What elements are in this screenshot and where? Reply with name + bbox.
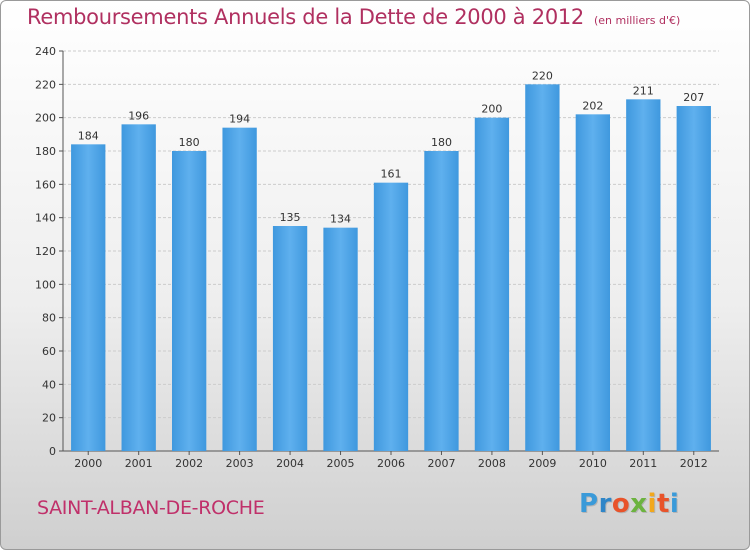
- logo-letter: r: [598, 489, 612, 519]
- title-text: Remboursements Annuels de la Dette de 20…: [27, 5, 584, 29]
- y-tick-label: 180: [35, 145, 56, 158]
- bar-value-label: 161: [381, 168, 402, 181]
- bar: [575, 114, 611, 451]
- bar-value-label: 194: [229, 113, 250, 126]
- x-tick-label: 2003: [226, 457, 254, 470]
- bar-value-label: 180: [179, 136, 200, 149]
- bar: [121, 124, 156, 451]
- bar: [676, 106, 711, 451]
- bar-value-label: 211: [633, 84, 654, 97]
- x-tick-label: 2002: [175, 457, 203, 470]
- bar: [171, 151, 207, 451]
- x-tick-label: 2006: [377, 457, 405, 470]
- bar-value-label: 135: [280, 211, 301, 224]
- bar: [424, 151, 459, 451]
- y-tick-label: 240: [35, 45, 56, 58]
- y-tick-label: 160: [35, 178, 56, 191]
- bar: [626, 99, 661, 451]
- bar: [272, 226, 308, 451]
- x-tick-label: 2011: [629, 457, 657, 470]
- bar: [373, 182, 409, 451]
- chart-title: Remboursements Annuels de la Dette de 20…: [27, 5, 680, 29]
- unit-label: (en milliers d'€): [594, 14, 681, 27]
- y-tick-label: 60: [42, 345, 56, 358]
- x-tick-label: 2010: [579, 457, 607, 470]
- bar-value-label: 207: [683, 91, 704, 104]
- y-tick-label: 80: [42, 312, 56, 325]
- logo-letter: t: [656, 489, 670, 519]
- bar: [474, 117, 510, 452]
- bar: [71, 144, 106, 452]
- bar: [525, 84, 560, 451]
- x-tick-label: 2004: [276, 457, 304, 470]
- bar-value-label: 134: [330, 213, 351, 226]
- y-tick-label: 40: [42, 378, 56, 391]
- y-tick-label: 140: [35, 212, 56, 225]
- bar: [222, 127, 257, 452]
- bar-value-label: 202: [582, 99, 603, 112]
- bar-value-label: 220: [532, 69, 553, 82]
- y-tick-label: 100: [35, 278, 56, 291]
- bar-value-label: 184: [78, 129, 99, 142]
- x-tick-label: 2012: [680, 457, 708, 470]
- y-tick-label: 200: [35, 112, 56, 125]
- logo-letter: x: [630, 489, 648, 519]
- logo-letter: i: [669, 489, 680, 519]
- bar-value-label: 180: [431, 136, 452, 149]
- x-tick-label: 2008: [478, 457, 506, 470]
- x-tick-label: 2007: [427, 457, 455, 470]
- x-tick-label: 2000: [74, 457, 102, 470]
- x-tick-label: 2005: [327, 457, 355, 470]
- proxiti-logo: Proxiti: [579, 489, 679, 519]
- y-tick-label: 20: [42, 412, 56, 425]
- x-tick-label: 2009: [528, 457, 556, 470]
- x-tick-label: 2001: [125, 457, 153, 470]
- y-tick-label: 220: [35, 78, 56, 91]
- bar-value-label: 196: [128, 109, 149, 122]
- logo-letter: P: [579, 489, 599, 519]
- bar-value-label: 200: [481, 103, 502, 116]
- bar: [323, 227, 358, 451]
- y-tick-label: 120: [35, 245, 56, 258]
- logo-letter: i: [647, 489, 657, 519]
- y-tick-label: 0: [49, 445, 56, 458]
- logo-letter: o: [611, 489, 631, 519]
- commune-name: SAINT-ALBAN-DE-ROCHE: [37, 497, 265, 519]
